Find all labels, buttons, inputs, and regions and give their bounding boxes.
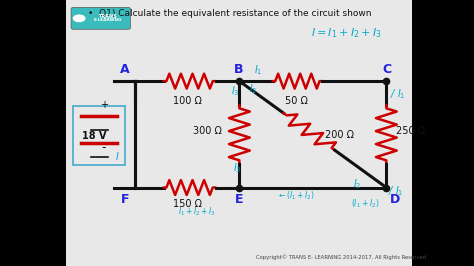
Text: $I$: $I$ <box>115 149 119 162</box>
Bar <box>66 0 412 266</box>
Text: 200 Ω: 200 Ω <box>325 130 354 140</box>
Text: 150 Ω: 150 Ω <box>173 200 202 210</box>
Text: -: - <box>101 141 106 154</box>
FancyBboxPatch shape <box>71 7 130 29</box>
Text: F: F <box>120 193 129 206</box>
Text: / $I_1$: / $I_1$ <box>390 87 406 101</box>
Text: $I_1+I_2+I_3$: $I_1+I_2+I_3$ <box>178 205 216 218</box>
Text: 18 V: 18 V <box>82 131 106 141</box>
Text: $I_1$: $I_1$ <box>254 63 262 77</box>
Text: E-LEARNING: E-LEARNING <box>94 18 122 22</box>
Text: $I_2$: $I_2$ <box>249 82 257 95</box>
Text: $I_2$: $I_2$ <box>353 177 362 191</box>
Text: E: E <box>235 193 244 206</box>
Text: Copyright© TRANS E- LEARNING 2014-2017. All Rights Reserved: Copyright© TRANS E- LEARNING 2014-2017. … <box>256 255 427 260</box>
Text: $I_3$: $I_3$ <box>231 84 240 98</box>
Text: D: D <box>390 193 400 206</box>
Text: +: + <box>100 100 108 110</box>
Text: 300 Ω: 300 Ω <box>193 126 221 136</box>
Text: 50 Ω: 50 Ω <box>285 96 308 106</box>
Circle shape <box>73 15 85 22</box>
Text: C: C <box>383 64 392 76</box>
Text: A: A <box>120 64 129 76</box>
Text: B: B <box>234 64 243 76</box>
Text: $I_3$: $I_3$ <box>233 161 241 175</box>
Text: / $I_1$: / $I_1$ <box>388 184 403 198</box>
Text: $(I_1+I_2)$: $(I_1+I_2)$ <box>351 197 379 210</box>
Text: $I = I_1 + I_2 + I_3$: $I = I_1 + I_2 + I_3$ <box>310 26 382 40</box>
Text: $\leftarrow (I_1+I_2)$: $\leftarrow (I_1+I_2)$ <box>277 189 315 202</box>
Text: •  Q1) Calculate the equivalent resistance of the circuit shown: • Q1) Calculate the equivalent resistanc… <box>88 9 371 18</box>
Text: TRANS: TRANS <box>99 14 118 19</box>
Text: 250 Ω: 250 Ω <box>396 126 425 136</box>
Text: 100 Ω: 100 Ω <box>173 96 201 106</box>
